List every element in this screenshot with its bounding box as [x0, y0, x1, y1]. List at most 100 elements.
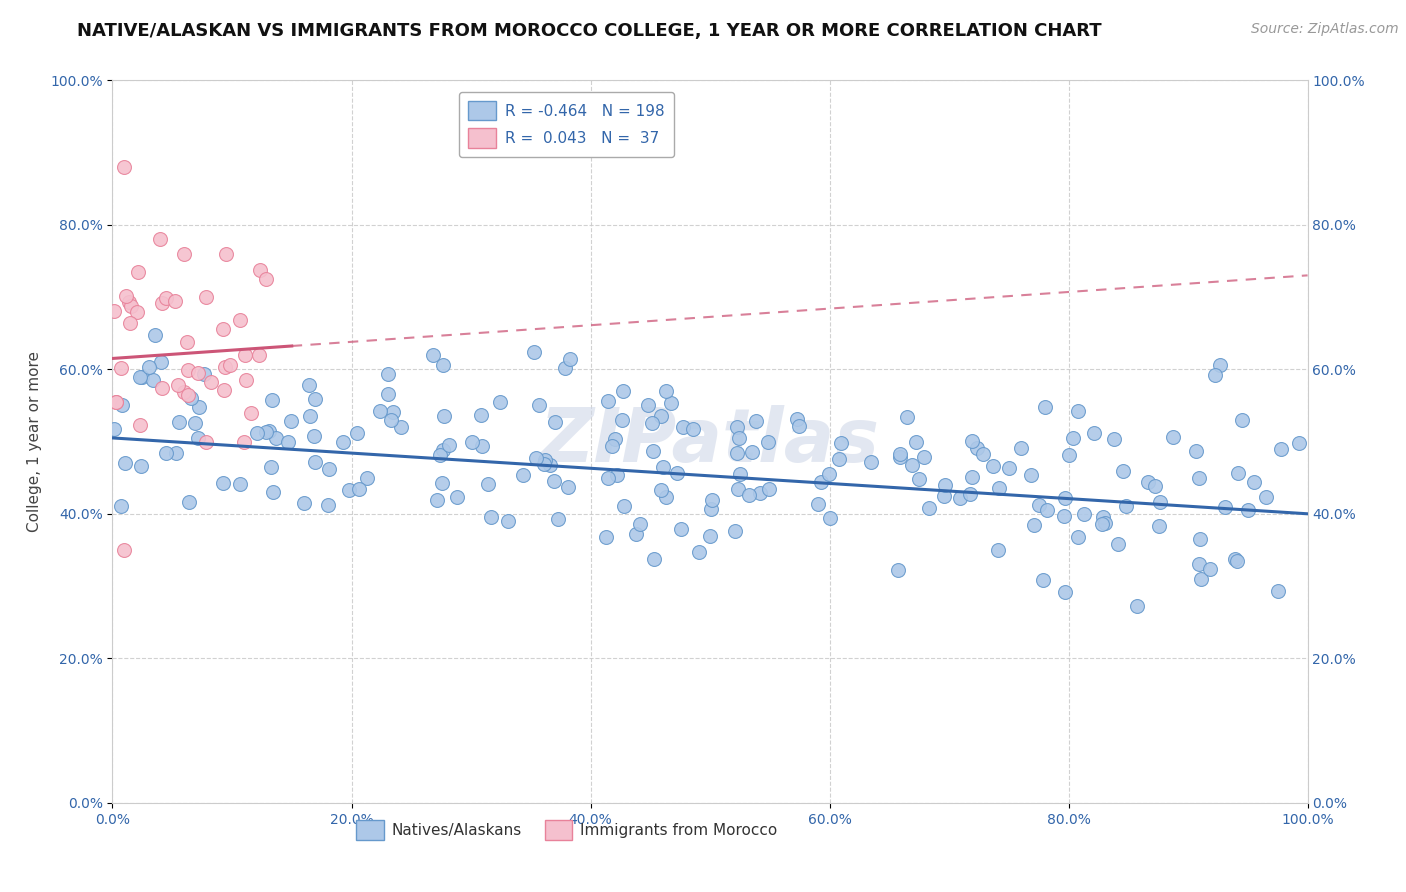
Point — [177, 495, 200, 509]
Point — [818, 467, 841, 481]
Point — [173, 246, 195, 260]
Point — [908, 472, 931, 486]
Point — [889, 450, 911, 465]
Point — [1270, 442, 1292, 456]
Point — [129, 418, 152, 433]
Point — [298, 378, 321, 392]
Point — [150, 295, 173, 310]
Point — [193, 368, 215, 382]
Point — [1199, 562, 1222, 576]
Point — [557, 480, 579, 494]
Point — [127, 265, 149, 279]
Point — [1067, 530, 1090, 544]
Point — [700, 502, 723, 516]
Point — [173, 384, 195, 399]
Point — [1091, 510, 1114, 524]
Point — [382, 405, 405, 419]
Point — [180, 391, 202, 405]
Point — [1267, 584, 1289, 599]
Point — [446, 490, 468, 504]
Point — [155, 446, 177, 460]
Point — [149, 232, 172, 246]
Point — [1147, 518, 1170, 533]
Point — [529, 398, 551, 412]
Point — [1028, 498, 1050, 512]
Point — [125, 305, 148, 319]
Point — [1226, 553, 1249, 567]
Point — [377, 367, 399, 381]
Point — [972, 447, 994, 461]
Point — [1215, 500, 1237, 514]
Point — [672, 420, 695, 434]
Point — [610, 413, 633, 427]
Point — [699, 529, 721, 543]
Legend: Natives/Alaskans, Immigrants from Morocco: Natives/Alaskans, Immigrants from Morocc… — [350, 814, 783, 846]
Point — [1189, 572, 1212, 586]
Point — [966, 441, 988, 455]
Point — [1227, 466, 1250, 480]
Point — [200, 375, 222, 389]
Point — [741, 445, 763, 459]
Point — [380, 413, 402, 427]
Point — [1288, 436, 1310, 450]
Point — [818, 511, 841, 525]
Point — [167, 415, 190, 429]
Point — [422, 347, 444, 361]
Point — [150, 355, 173, 369]
Text: ZIPatlas: ZIPatlas — [540, 405, 880, 478]
Point — [1033, 400, 1056, 414]
Point — [214, 360, 236, 375]
Point — [299, 409, 322, 423]
Point — [292, 496, 315, 510]
Point — [347, 483, 370, 497]
Point — [233, 434, 256, 449]
Point — [606, 467, 628, 482]
Point — [118, 316, 141, 330]
Point — [356, 471, 378, 485]
Point — [479, 510, 502, 524]
Point — [187, 431, 209, 445]
Point — [120, 300, 142, 314]
Point — [1188, 533, 1211, 547]
Point — [682, 421, 704, 435]
Point — [745, 414, 768, 428]
Point — [1115, 499, 1137, 513]
Point — [114, 456, 136, 470]
Point — [498, 514, 520, 528]
Point — [727, 483, 749, 497]
Point — [728, 467, 751, 481]
Point — [228, 312, 250, 326]
Point — [786, 411, 808, 425]
Point — [533, 453, 555, 467]
Point — [104, 395, 127, 409]
Point — [917, 500, 939, 515]
Point — [810, 475, 832, 489]
Point — [187, 400, 209, 414]
Point — [1107, 537, 1129, 551]
Point — [533, 458, 555, 472]
Point — [960, 434, 983, 448]
Point — [235, 373, 257, 387]
Point — [600, 439, 623, 453]
Point — [337, 483, 360, 498]
Point — [129, 370, 152, 384]
Point — [889, 447, 911, 461]
Text: NATIVE/ALASKAN VS IMMIGRANTS FROM MOROCCO COLLEGE, 1 YEAR OR MORE CORRELATION CH: NATIVE/ALASKAN VS IMMIGRANTS FROM MOROCC… — [77, 22, 1102, 40]
Point — [887, 563, 910, 577]
Point — [437, 437, 460, 451]
Point — [177, 362, 200, 376]
Point — [998, 460, 1021, 475]
Point — [1083, 425, 1105, 440]
Point — [233, 348, 256, 362]
Point — [643, 551, 665, 566]
Y-axis label: College, 1 year or more: College, 1 year or more — [27, 351, 42, 532]
Point — [1254, 490, 1277, 504]
Point — [460, 435, 482, 450]
Point — [277, 435, 299, 450]
Point — [934, 489, 956, 503]
Point — [426, 492, 449, 507]
Point — [280, 414, 302, 428]
Point — [212, 322, 235, 336]
Point — [1053, 491, 1076, 506]
Point — [1243, 475, 1265, 489]
